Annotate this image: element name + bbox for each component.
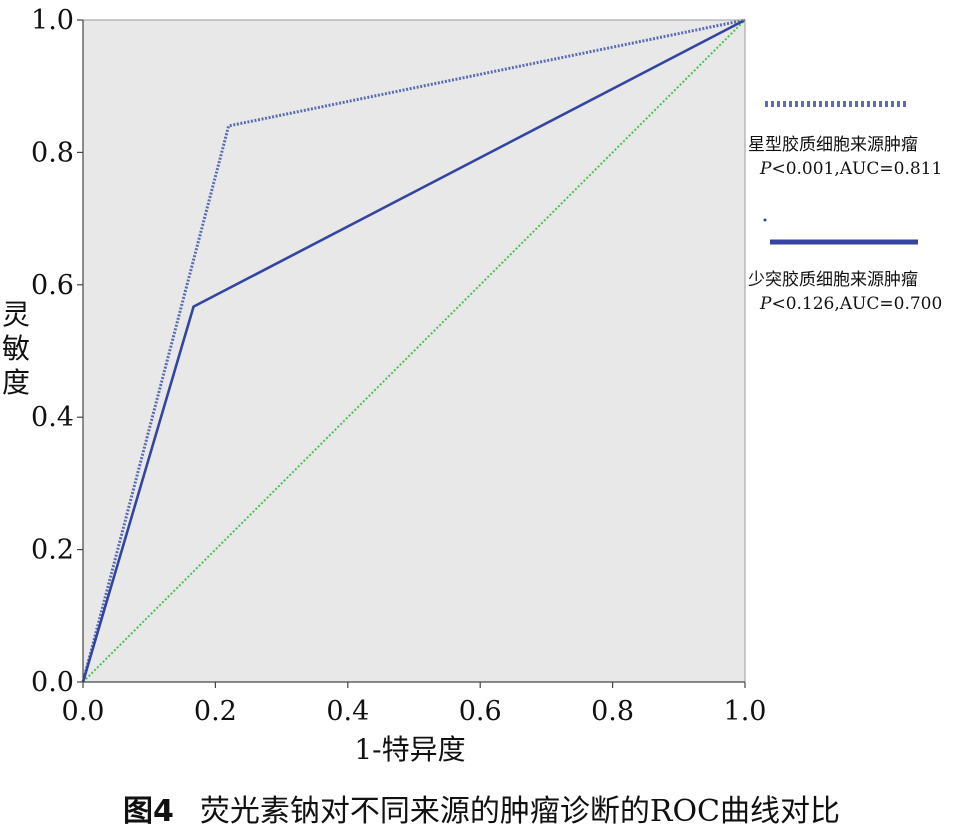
x-tick-label: 0.6 bbox=[459, 696, 502, 727]
x-tick-label: 0.0 bbox=[62, 696, 105, 727]
x-axis-label: 1-特异度 bbox=[354, 733, 466, 766]
caption-label: 图4 bbox=[122, 794, 174, 829]
y-tick-label: 0.8 bbox=[31, 137, 74, 168]
y-tick-label: 0.4 bbox=[31, 402, 74, 433]
legend-stat-astrocytic: P<0.001,AUC=0.811 bbox=[760, 159, 943, 179]
legend-label-astrocytic: 星型胶质细胞来源肿瘤 bbox=[748, 135, 918, 155]
y-tick-label: 0.6 bbox=[31, 270, 74, 301]
reference-diagonal-line bbox=[82, 19, 746, 683]
x-tick-label: 0.2 bbox=[194, 696, 237, 727]
figure-caption: 图4 荧光素钠对不同来源的肿瘤诊断的ROC曲线对比 bbox=[0, 786, 963, 830]
legend-label-oligodendroglial: 少突胶质细胞来源肿瘤 bbox=[748, 270, 918, 290]
series-line-astrocytic bbox=[81, 18, 746, 683]
legend-stat-oligodendroglial: P<0.126,AUC=0.700 bbox=[760, 294, 943, 314]
series-line-oligodendroglial bbox=[81, 18, 746, 683]
caption-text: 荧光素钠对不同来源的肿瘤诊断的ROC曲线对比 bbox=[199, 794, 840, 829]
y-tick-label: 0.2 bbox=[31, 535, 74, 566]
y-axis-label: 灵敏度 bbox=[2, 298, 31, 399]
x-tick-label: 1.0 bbox=[724, 696, 767, 727]
y-tick-label: 1.0 bbox=[31, 5, 74, 36]
y-tick-label: 0.0 bbox=[31, 667, 74, 698]
legend-dot-marker bbox=[763, 218, 767, 222]
x-tick-label: 0.4 bbox=[326, 696, 369, 727]
x-tick-label: 0.8 bbox=[591, 696, 634, 727]
